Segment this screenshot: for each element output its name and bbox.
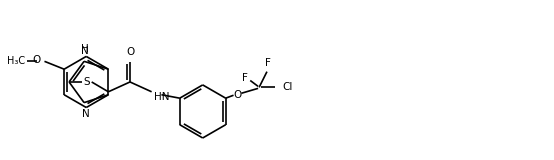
Text: F: F [243, 72, 248, 83]
Text: O: O [127, 47, 135, 57]
Text: O: O [32, 55, 40, 65]
Text: F: F [265, 58, 271, 68]
Text: H: H [81, 44, 89, 54]
Text: H₃C: H₃C [7, 56, 25, 66]
Text: HN: HN [153, 92, 169, 102]
Text: N: N [81, 46, 89, 56]
Text: O: O [233, 90, 242, 100]
Text: N: N [82, 108, 90, 119]
Text: S: S [84, 77, 90, 87]
Text: Cl: Cl [283, 82, 293, 92]
